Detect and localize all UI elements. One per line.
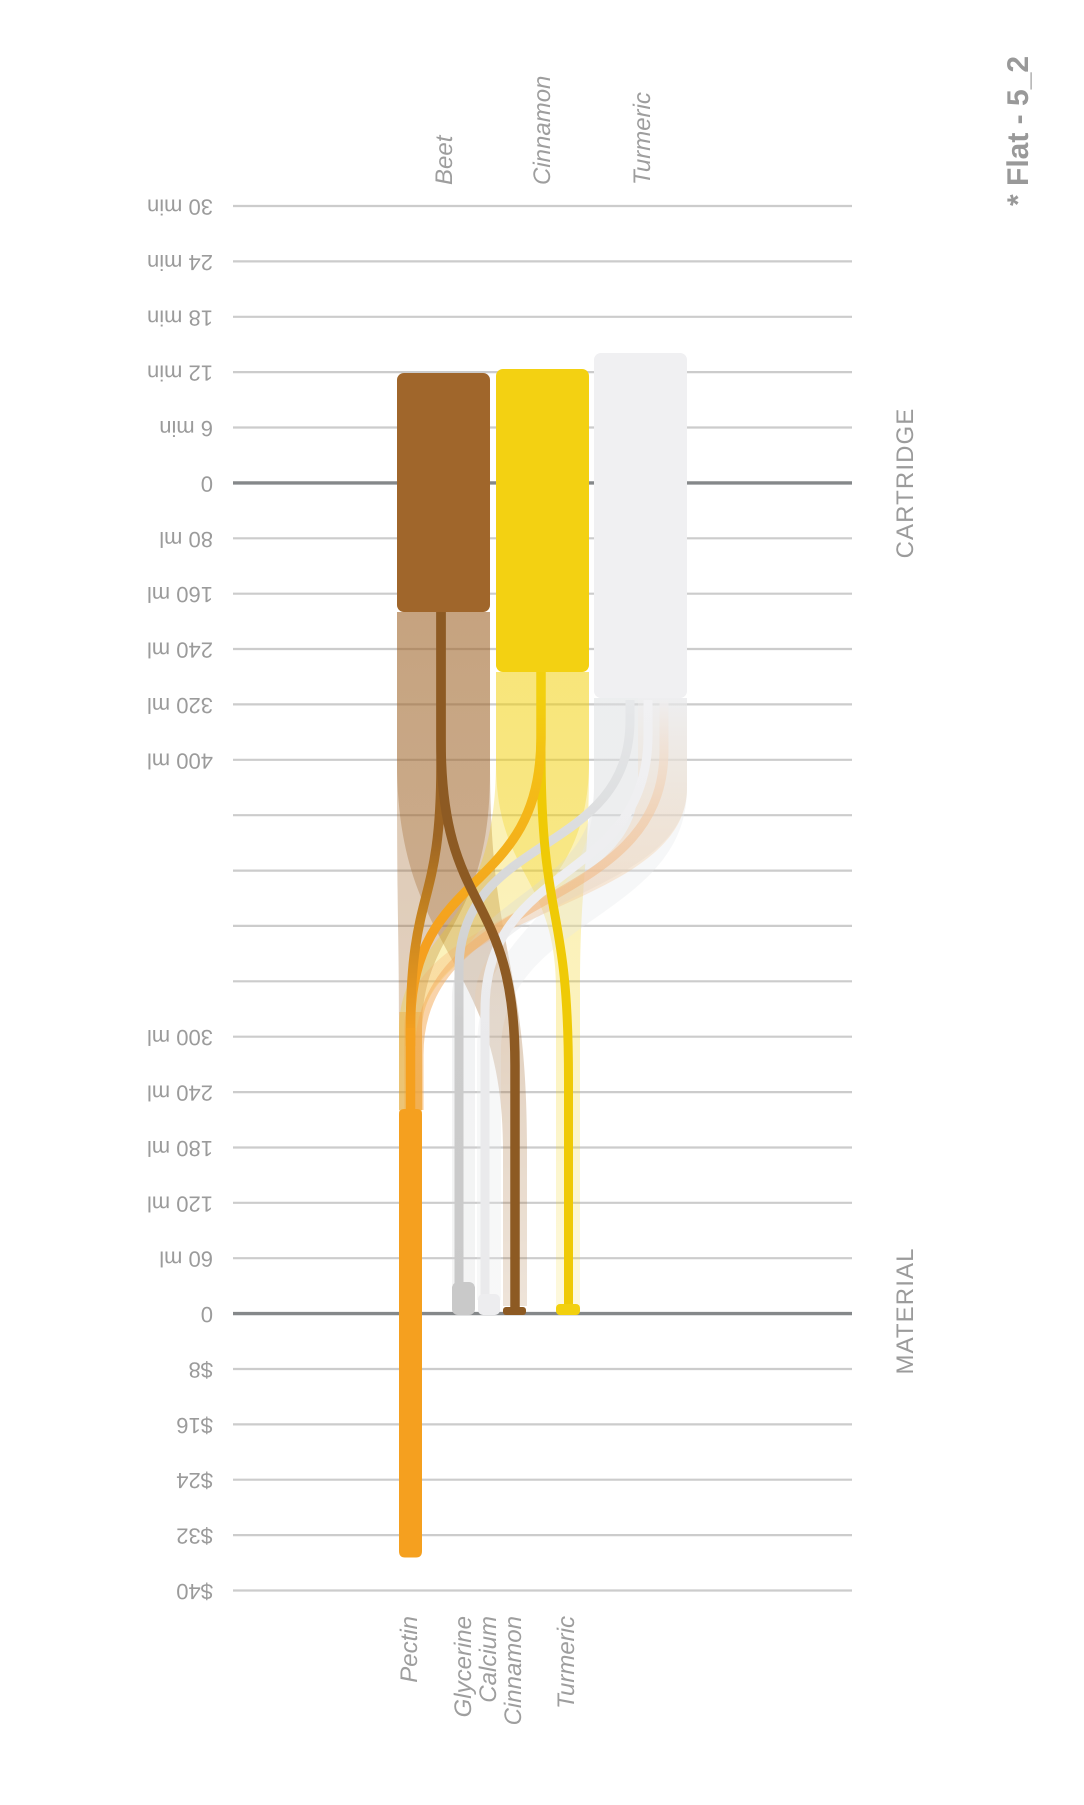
svg-text:400 ml: 400 ml (147, 748, 213, 773)
svg-text:240 ml: 240 ml (147, 1081, 213, 1106)
svg-text:80 ml: 80 ml (159, 527, 213, 552)
svg-text:120 ml: 120 ml (147, 1191, 213, 1216)
svg-text:Pectin: Pectin (396, 1616, 423, 1683)
svg-text:240 ml: 240 ml (147, 638, 213, 663)
svg-text:Beet: Beet (431, 134, 458, 185)
svg-text:* Flat - 5_2: * Flat - 5_2 (1002, 56, 1035, 206)
svg-text:Calcium: Calcium (475, 1616, 502, 1703)
svg-text:CARTRIDGE: CARTRIDGE (892, 408, 919, 559)
svg-text:0: 0 (201, 1302, 213, 1327)
svg-text:320 ml: 320 ml (147, 693, 213, 718)
svg-text:$24: $24 (176, 1468, 213, 1493)
svg-text:Glycerine: Glycerine (450, 1616, 477, 1717)
svg-text:Turmeric: Turmeric (553, 1616, 580, 1709)
svg-text:12 min: 12 min (147, 361, 213, 386)
svg-text:Cinnamon: Cinnamon (529, 76, 556, 185)
svg-text:180 ml: 180 ml (147, 1136, 213, 1161)
svg-text:30 min: 30 min (147, 195, 213, 220)
svg-text:$40: $40 (176, 1579, 213, 1604)
svg-text:60 ml: 60 ml (159, 1247, 213, 1272)
svg-text:18 min: 18 min (147, 305, 213, 330)
svg-text:$32: $32 (176, 1524, 213, 1549)
svg-text:MATERIAL: MATERIAL (892, 1247, 919, 1374)
svg-text:$16: $16 (176, 1413, 213, 1438)
svg-text:160 ml: 160 ml (147, 582, 213, 607)
svg-text:0: 0 (201, 471, 213, 496)
svg-text:6 min: 6 min (159, 416, 213, 441)
svg-text:Cinnamon: Cinnamon (500, 1616, 527, 1725)
svg-text:300 ml: 300 ml (147, 1025, 213, 1050)
svg-text:24 min: 24 min (147, 250, 213, 275)
svg-text:$8: $8 (189, 1358, 213, 1383)
svg-text:Turmeric: Turmeric (629, 92, 656, 185)
